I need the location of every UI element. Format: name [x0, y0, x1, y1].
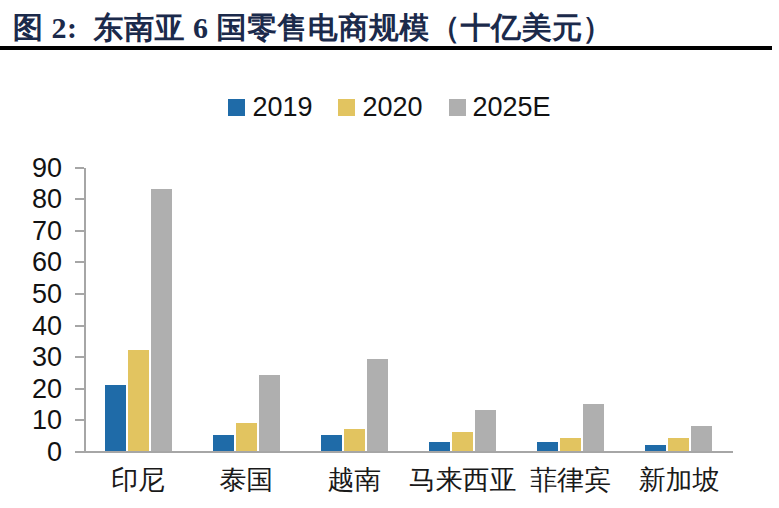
- y-axis-tick-label: 60: [0, 247, 62, 277]
- y-axis-tick-mark: [75, 451, 84, 453]
- category-label: 马来西亚: [409, 464, 517, 496]
- figure-container: 图 2: 东南亚 6 国零售电商规模（十亿美元） 201920202025E 0…: [0, 0, 779, 508]
- bar: [645, 445, 666, 451]
- y-axis-tick-label: 0: [0, 437, 62, 467]
- bar: [429, 442, 450, 451]
- category-label: 菲律宾: [517, 464, 625, 496]
- bar: [560, 438, 581, 451]
- bar-chart: 0102030405060708090 印尼泰国越南马来西亚菲律宾新加坡: [0, 0, 779, 508]
- bar: [236, 423, 257, 451]
- bar: [151, 189, 172, 451]
- bar: [128, 350, 149, 451]
- bar: [537, 442, 558, 451]
- bar: [321, 435, 342, 451]
- y-axis-tick-label: 80: [0, 184, 62, 214]
- y-axis-tick-mark: [75, 419, 84, 421]
- y-axis-tick-mark: [75, 356, 84, 358]
- y-axis-tick-label: 50: [0, 279, 62, 309]
- bar: [452, 432, 473, 451]
- bar: [213, 435, 234, 451]
- bar: [668, 438, 689, 451]
- y-axis-tick-label: 40: [0, 311, 62, 341]
- bar: [105, 385, 126, 451]
- category-label: 印尼: [84, 464, 192, 496]
- category-label: 新加坡: [625, 464, 733, 496]
- category-label: 泰国: [192, 464, 300, 496]
- y-axis-tick-label: 10: [0, 405, 62, 435]
- bar: [475, 410, 496, 451]
- bar: [583, 404, 604, 451]
- bar-group: [300, 168, 408, 451]
- x-axis-labels: 印尼泰国越南马来西亚菲律宾新加坡: [84, 464, 733, 496]
- bar-group: [517, 168, 625, 451]
- y-axis-tick-label: 30: [0, 342, 62, 372]
- bar-group: [409, 168, 517, 451]
- y-axis-tick-mark: [75, 198, 84, 200]
- bar: [344, 429, 365, 451]
- y-axis-tick-label: 20: [0, 374, 62, 404]
- y-axis-tick-mark: [75, 230, 84, 232]
- bar-group: [192, 168, 300, 451]
- y-axis-tick-mark: [75, 388, 84, 390]
- y-axis-tick-mark: [75, 167, 84, 169]
- bar-group: [625, 168, 733, 451]
- y-axis-tick-mark: [75, 261, 84, 263]
- y-axis-tick-mark: [75, 293, 84, 295]
- bar-groups: [84, 168, 733, 451]
- bar: [691, 426, 712, 451]
- y-axis-tick-mark: [75, 325, 84, 327]
- y-axis-tick-label: 90: [0, 153, 62, 183]
- category-label: 越南: [300, 464, 408, 496]
- bar: [367, 359, 388, 451]
- x-axis-line: [84, 451, 733, 453]
- y-axis-tick-label: 70: [0, 216, 62, 246]
- bar-group: [84, 168, 192, 451]
- bar: [259, 375, 280, 451]
